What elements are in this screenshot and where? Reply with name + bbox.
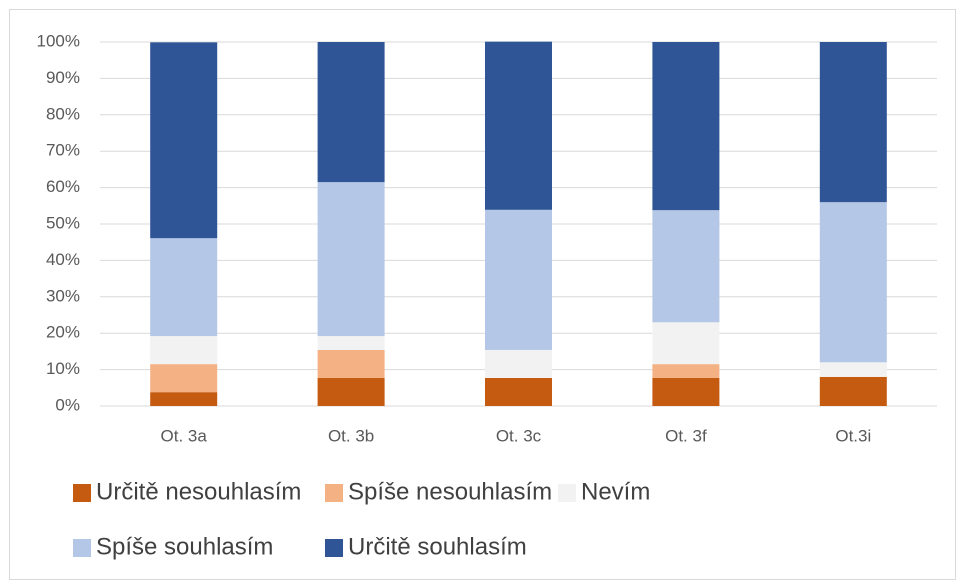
legend-label: Spíše nesouhlasím	[348, 478, 552, 505]
y-tick-label: 50%	[46, 213, 80, 232]
x-tick-label: Ot.3i	[835, 426, 871, 445]
y-tick-label: 100%	[37, 31, 80, 50]
bar-segment	[485, 209, 552, 350]
bar-segment	[652, 210, 720, 323]
bar-segment	[485, 41, 552, 210]
x-tick-label: Ot. 3f	[665, 426, 707, 445]
bar-segment	[150, 336, 218, 365]
y-tick-label: 40%	[46, 250, 80, 269]
legend-swatch	[558, 484, 576, 502]
y-tick-label: 60%	[46, 177, 80, 196]
y-tick-label: 10%	[46, 359, 80, 378]
legend-label: Nevím	[581, 478, 650, 505]
bar-segment	[317, 42, 385, 183]
bar-segment	[485, 349, 552, 378]
legend-swatch	[73, 539, 91, 557]
bar-segment	[652, 42, 720, 211]
legend-swatch	[325, 539, 343, 557]
y-tick-label: 70%	[46, 141, 80, 160]
bar-segment	[150, 42, 218, 239]
y-tick-label: 0%	[55, 395, 80, 414]
bar-segment	[317, 349, 385, 378]
legend-label: Určitě nesouhlasím	[96, 478, 301, 505]
bar-segment	[150, 238, 218, 337]
legend-swatch	[325, 484, 343, 502]
bar-segment	[150, 364, 218, 393]
legend-label: Spíše souhlasím	[96, 533, 273, 560]
x-tick-label: Ot. 3a	[161, 426, 208, 445]
bar-segment	[317, 377, 385, 406]
bar-segment	[150, 392, 218, 406]
bar-segment	[819, 202, 887, 363]
bar-segment	[317, 182, 385, 337]
bar-segment	[819, 362, 887, 377]
y-tick-label: 20%	[46, 323, 80, 342]
bar-segment	[819, 42, 887, 203]
bar-segment	[485, 377, 552, 406]
bar-segment	[819, 376, 887, 406]
bar-segment	[652, 322, 720, 365]
legend-swatch	[73, 484, 91, 502]
bar-segment	[652, 377, 720, 406]
bar-segment	[652, 364, 720, 378]
y-tick-label: 80%	[46, 104, 80, 123]
bar-segment	[317, 336, 385, 350]
y-tick-label: 90%	[46, 68, 80, 87]
x-tick-label: Ot. 3c	[496, 426, 542, 445]
x-tick-label: Ot. 3b	[328, 426, 374, 445]
y-tick-label: 30%	[46, 286, 80, 305]
legend-label: Určitě souhlasím	[348, 533, 527, 560]
